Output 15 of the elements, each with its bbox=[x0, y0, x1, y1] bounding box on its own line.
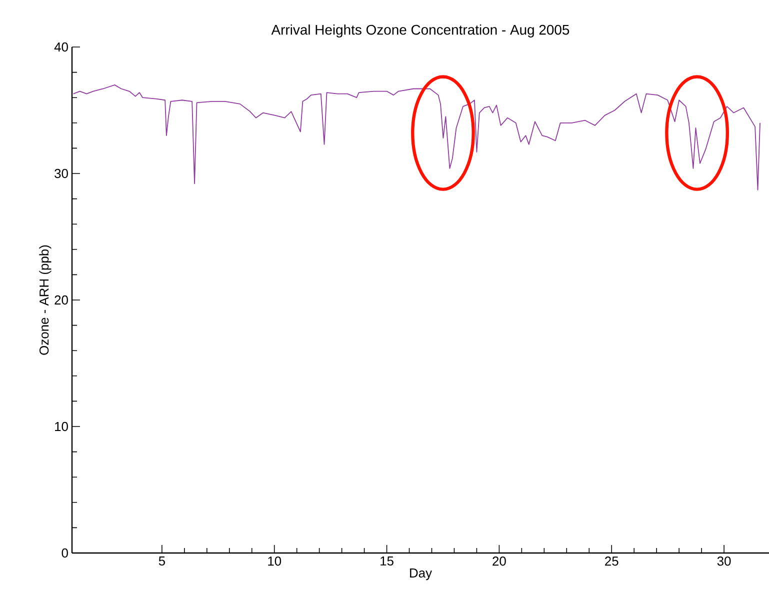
x-tick-label: 30 bbox=[717, 556, 731, 566]
y-tick-label: 0 bbox=[62, 548, 68, 558]
x-tick-label: 25 bbox=[605, 556, 618, 566]
y-axis-title: Ozone - ARH (ppb) bbox=[39, 245, 52, 355]
x-axis-title: Day bbox=[410, 568, 432, 580]
x-tick-label: 10 bbox=[268, 556, 282, 566]
y-tick-label: 30 bbox=[54, 168, 68, 178]
y-tick-label: 20 bbox=[54, 295, 68, 305]
line-series bbox=[72, 84, 760, 190]
y-tick-label: 40 bbox=[54, 42, 68, 52]
x-tick-label: 20 bbox=[492, 556, 506, 566]
x-tick-label: 15 bbox=[380, 556, 394, 566]
x-tick-label: 5 bbox=[158, 556, 165, 566]
y-tick-label: 10 bbox=[55, 422, 68, 432]
chart-title: Arrival Heights Ozone Concentration - Aug 2005 bbox=[271, 24, 570, 38]
